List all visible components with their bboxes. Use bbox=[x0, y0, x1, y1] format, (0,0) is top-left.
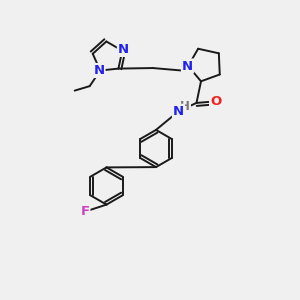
Text: N: N bbox=[182, 59, 193, 73]
Text: N: N bbox=[118, 43, 129, 56]
Text: N: N bbox=[173, 105, 184, 118]
Text: F: F bbox=[80, 205, 89, 218]
Text: H: H bbox=[180, 100, 190, 113]
Text: O: O bbox=[210, 95, 221, 108]
Text: N: N bbox=[93, 64, 105, 77]
